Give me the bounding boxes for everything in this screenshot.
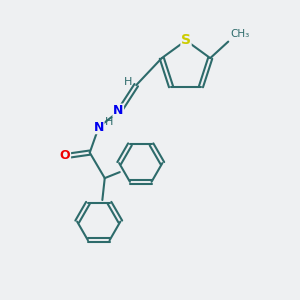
Text: N: N <box>113 104 123 117</box>
Text: H: H <box>105 117 113 127</box>
Text: H: H <box>124 77 132 87</box>
Text: S: S <box>181 34 191 47</box>
Text: N: N <box>94 121 104 134</box>
Text: CH₃: CH₃ <box>231 28 250 39</box>
Text: O: O <box>60 149 70 162</box>
